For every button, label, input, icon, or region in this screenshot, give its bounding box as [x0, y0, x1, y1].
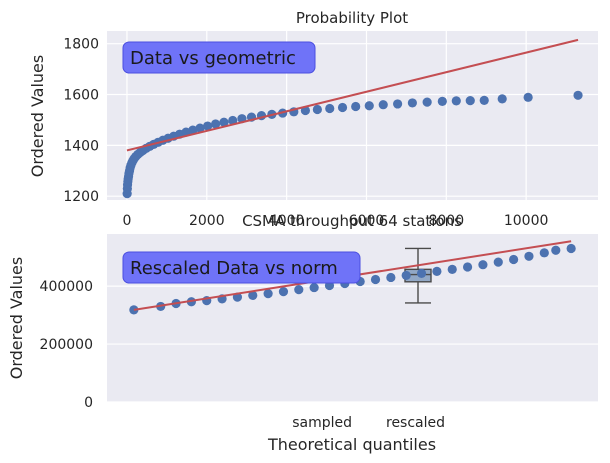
top-data-point — [393, 99, 403, 109]
bottom-data-point — [551, 245, 561, 255]
top-x-tick-label: 0 — [122, 213, 131, 229]
inset-chart-title: CSMA throughput 64 stations — [242, 212, 462, 230]
top-y-tick-label: 1200 — [63, 189, 99, 205]
bottom-y-tick-label: 200000 — [40, 337, 93, 353]
bottom-data-point — [478, 260, 488, 270]
top-y-tick-label: 1800 — [63, 37, 99, 53]
top-x-tick-label: 4000 — [269, 213, 305, 229]
top-data-point — [351, 101, 361, 112]
bottom-y-tick-label: 0 — [84, 395, 93, 411]
top-y-tick-labels: 1200 1400 1600 1800 — [63, 37, 99, 205]
top-y-tick-label: 1600 — [63, 88, 99, 104]
top-data-point — [407, 98, 417, 108]
top-data-point — [188, 125, 198, 135]
bottom-data-point — [386, 272, 396, 283]
bottom-x-axis-label: Theoretical quantiles — [267, 435, 436, 454]
top-data-point — [479, 95, 489, 105]
bottom-y-tick-labels: 0 200000 400000 — [40, 279, 93, 411]
top-data-point — [202, 121, 213, 131]
bottom-data-point — [539, 248, 549, 258]
bottom-data-point — [493, 257, 503, 267]
bottom-annotation-text: Rescaled Data vs norm — [130, 258, 338, 279]
top-data-point — [337, 102, 348, 113]
top-x-tick-labels: 0 2000 4000 6000 8000 10000 — [122, 213, 548, 229]
bottom-data-point — [248, 290, 258, 301]
top-data-point — [364, 101, 374, 111]
top-data-point — [437, 96, 447, 106]
bottom-data-point — [566, 243, 576, 254]
top-x-tick-label: 6000 — [349, 213, 385, 229]
top-chart-title: Probability Plot — [296, 9, 408, 27]
bottom-data-point — [263, 289, 273, 299]
bottom-data-point — [294, 285, 304, 295]
top-data-point — [219, 117, 229, 127]
top-y-tick-label: 1400 — [63, 138, 99, 154]
top-x-tick-label: 2000 — [189, 213, 225, 229]
top-data-point — [325, 103, 335, 114]
top-x-tick-label: 8000 — [428, 213, 464, 229]
bottom-y-axis-label: Ordered Values — [7, 257, 26, 379]
bottom-data-point — [278, 287, 289, 297]
top-scatter-points — [122, 90, 583, 199]
bottom-grid — [107, 285, 598, 403]
top-y-axis-label: Ordered Values — [28, 55, 47, 177]
bottom-data-point — [524, 251, 534, 261]
bottom-data-point — [416, 268, 427, 278]
bottom-y-tick-label: 400000 — [40, 279, 93, 295]
top-data-point — [451, 96, 461, 106]
top-x-tick-label: 10000 — [504, 213, 549, 229]
top-data-point — [195, 123, 205, 133]
top-data-point — [573, 90, 583, 100]
top-data-point — [497, 94, 507, 104]
bottom-data-point — [509, 254, 519, 265]
top-annotation-text: Data vs geometric — [130, 48, 296, 69]
bottom-data-point — [447, 264, 457, 274]
top-data-point — [523, 92, 533, 102]
top-annotation-box — [122, 41, 316, 74]
top-data-point — [378, 100, 388, 110]
category-label-rescaled: rescaled — [386, 415, 445, 431]
top-data-point — [465, 96, 475, 106]
bottom-data-point — [401, 270, 411, 281]
top-data-point — [422, 97, 432, 107]
bottom-data-point — [309, 282, 319, 293]
top-data-point — [210, 119, 221, 129]
top-data-point — [312, 104, 322, 115]
top-fit-line — [126, 38, 579, 152]
category-label-sampled: sampled — [292, 415, 352, 431]
bottom-data-point — [462, 262, 473, 272]
bottom-data-point — [370, 274, 381, 285]
top-data-point — [228, 115, 238, 126]
bottom-annotation-box — [122, 251, 361, 284]
bottom-data-point — [432, 266, 442, 276]
